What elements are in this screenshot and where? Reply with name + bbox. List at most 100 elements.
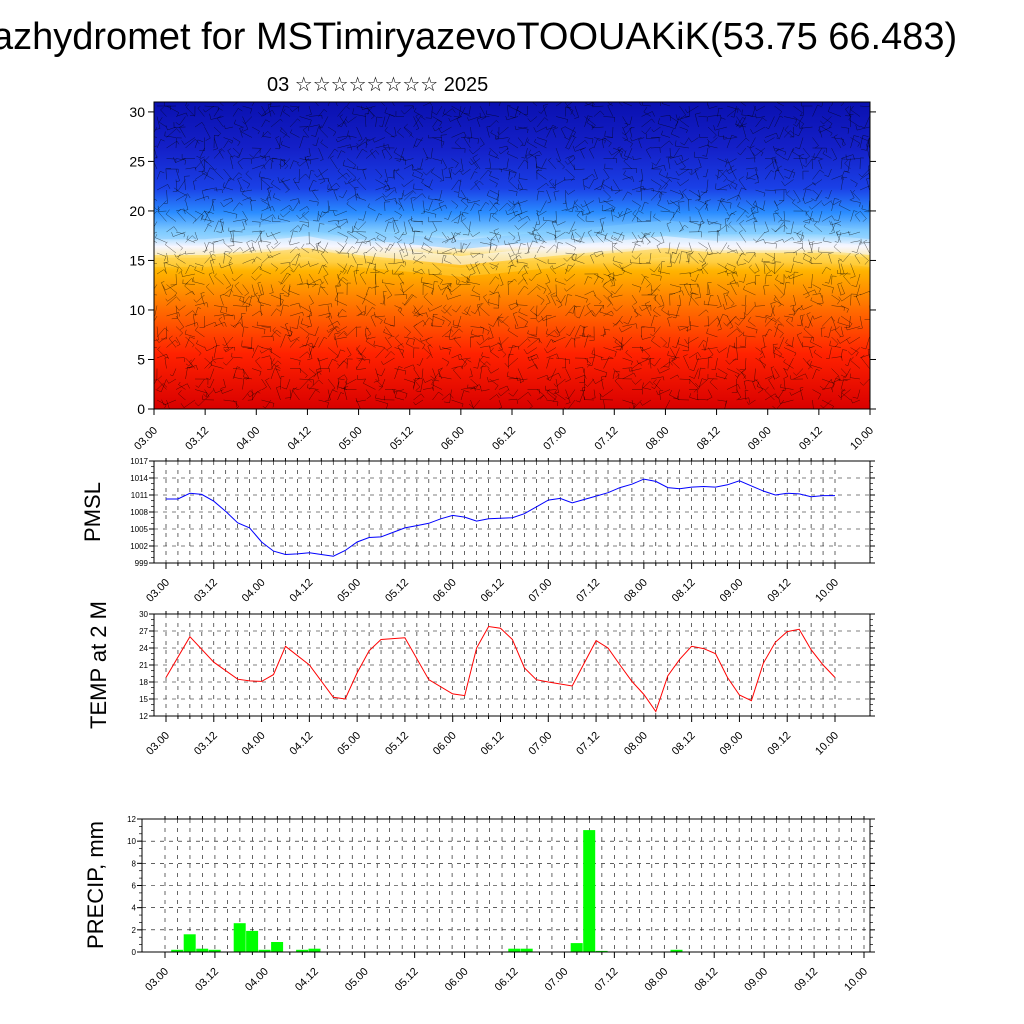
precip-bar <box>246 930 259 952</box>
y-tick-label: 18 <box>139 678 148 687</box>
x-tick-label: 09.12 <box>765 730 793 758</box>
y-tick-label: 1011 <box>131 491 149 500</box>
x-tick-label: 03.12 <box>192 577 220 605</box>
precip-bar <box>208 949 221 952</box>
temp-series-line <box>165 625 836 713</box>
x-tick-label: 08.12 <box>695 425 723 453</box>
y-tick-label: 25 <box>129 153 145 169</box>
pmsl-series-line <box>166 478 835 557</box>
x-tick-label: 05.00 <box>335 730 363 758</box>
x-tick-label: 03.12 <box>193 966 221 994</box>
x-tick-label: 05.12 <box>383 577 411 605</box>
y-tick-label: 30 <box>139 610 148 619</box>
x-tick-label: 06.12 <box>479 730 507 758</box>
y-tick-label: 0 <box>132 948 137 957</box>
x-tick-label: 05.12 <box>383 730 411 758</box>
x-tick-label: 06.12 <box>493 966 521 994</box>
precip-bar <box>183 934 196 952</box>
temp-panel: TEMP at 2 M 12 15 18 21 24 27 30 03.00 03.12 04.0… <box>86 601 875 758</box>
x-tick-label: 03.00 <box>132 425 160 453</box>
precip-bar <box>271 942 284 952</box>
x-tick-label: 08.00 <box>622 577 650 605</box>
boundary-band-2 <box>154 220 870 250</box>
x-tick-label: 08.00 <box>642 966 670 994</box>
y-tick-label: 8 <box>132 859 137 868</box>
precip-bar <box>233 923 246 952</box>
x-tick-label: 04.00 <box>240 577 268 605</box>
x-tick-label: 05.12 <box>393 966 421 994</box>
x-tick-label: 09.00 <box>718 730 746 758</box>
y-tick-label: 1017 <box>130 457 148 466</box>
y-tick-label: 1014 <box>130 474 148 483</box>
precip-bar <box>258 949 271 952</box>
y-tick-label: 6 <box>132 882 137 891</box>
x-tick-label: 09.12 <box>765 577 793 605</box>
y-tick-label: 999 <box>135 559 149 568</box>
precip-bar <box>308 948 321 952</box>
y-tick-label: 30 <box>129 104 145 120</box>
precip-axis-label: PRECIP, mm <box>83 821 108 949</box>
x-tick-label: 08.00 <box>644 425 672 453</box>
x-tick-label: 09.12 <box>792 966 820 994</box>
precip-bar <box>520 948 533 952</box>
cross-section-panel: 0 5 10 15 20 25 30 03.00 03.12 04.00 04.12 05.00 05.… <box>129 101 876 453</box>
y-tick-label: 4 <box>132 904 137 913</box>
x-tick-label: 08.12 <box>670 730 698 758</box>
x-tick-label: 07.00 <box>541 425 569 453</box>
temp-axis-label: TEMP at 2 M <box>86 601 111 729</box>
pmsl-frame <box>153 460 871 564</box>
x-tick-label: 03.12 <box>183 425 211 453</box>
x-tick-label: 04.12 <box>288 577 316 605</box>
precip-bar <box>595 950 608 952</box>
x-tick-label: 03.00 <box>143 966 171 994</box>
x-tick-label: 08.12 <box>670 577 698 605</box>
x-tick-label: 06.12 <box>490 425 518 453</box>
x-tick-label: 04.00 <box>234 425 262 453</box>
precip-bar <box>583 830 596 952</box>
y-tick-label: 1008 <box>130 508 148 517</box>
y-tick-label: 12 <box>127 815 136 824</box>
y-tick-label: 24 <box>139 644 148 653</box>
x-tick-label: 09.00 <box>742 966 770 994</box>
boundary-band-0 <box>154 248 870 277</box>
x-tick-label: 06.00 <box>443 966 471 994</box>
y-tick-label: 5 <box>137 351 145 367</box>
y-tick-label: 15 <box>139 695 148 704</box>
x-tick-label: 10.00 <box>848 425 876 453</box>
x-tick-label: 03.00 <box>144 577 172 605</box>
y-tick-label: 21 <box>139 661 148 670</box>
precip-bar <box>171 949 184 952</box>
y-tick-label: 15 <box>129 252 145 268</box>
x-tick-label: 07.12 <box>592 425 620 453</box>
precip-frame <box>141 818 871 953</box>
y-tick-label: 20 <box>129 203 145 219</box>
pmsl-panel: PMSL 999 1002 1005 1008 1011 1014 1017 03.00 03.… <box>80 457 875 605</box>
x-tick-label: 10.00 <box>842 966 870 994</box>
x-tick-label: 07.00 <box>526 730 554 758</box>
x-tick-label: 04.12 <box>293 966 321 994</box>
y-tick-label: 12 <box>139 712 148 721</box>
precip-bar <box>508 948 521 952</box>
precip-bar <box>196 948 209 952</box>
x-tick-label: 06.00 <box>439 425 467 453</box>
y-tick-label: 1002 <box>130 542 148 551</box>
y-tick-label: 10 <box>127 837 136 846</box>
x-tick-label: 07.12 <box>574 730 602 758</box>
x-tick-label: 04.00 <box>243 966 271 994</box>
y-tick-label: 2 <box>132 926 137 935</box>
x-tick-label: 09.00 <box>718 577 746 605</box>
x-tick-label: 04.12 <box>288 730 316 758</box>
x-tick-label: 05.00 <box>335 577 363 605</box>
y-tick-label: 10 <box>129 302 145 318</box>
y-tick-label: 1005 <box>130 525 148 534</box>
x-tick-label: 07.00 <box>543 966 571 994</box>
x-tick-label: 10.00 <box>813 577 841 605</box>
x-tick-label: 09.12 <box>797 425 825 453</box>
x-tick-label: 05.00 <box>337 425 365 453</box>
precip-bar <box>296 949 309 952</box>
pmsl-axis-label: PMSL <box>80 482 105 542</box>
chart-subtitle: 03 ☆☆☆☆☆☆☆☆ 2025 <box>267 74 489 96</box>
x-tick-label: 07.12 <box>593 966 621 994</box>
x-tick-label: 06.00 <box>431 730 459 758</box>
x-tick-label: 05.00 <box>343 966 371 994</box>
